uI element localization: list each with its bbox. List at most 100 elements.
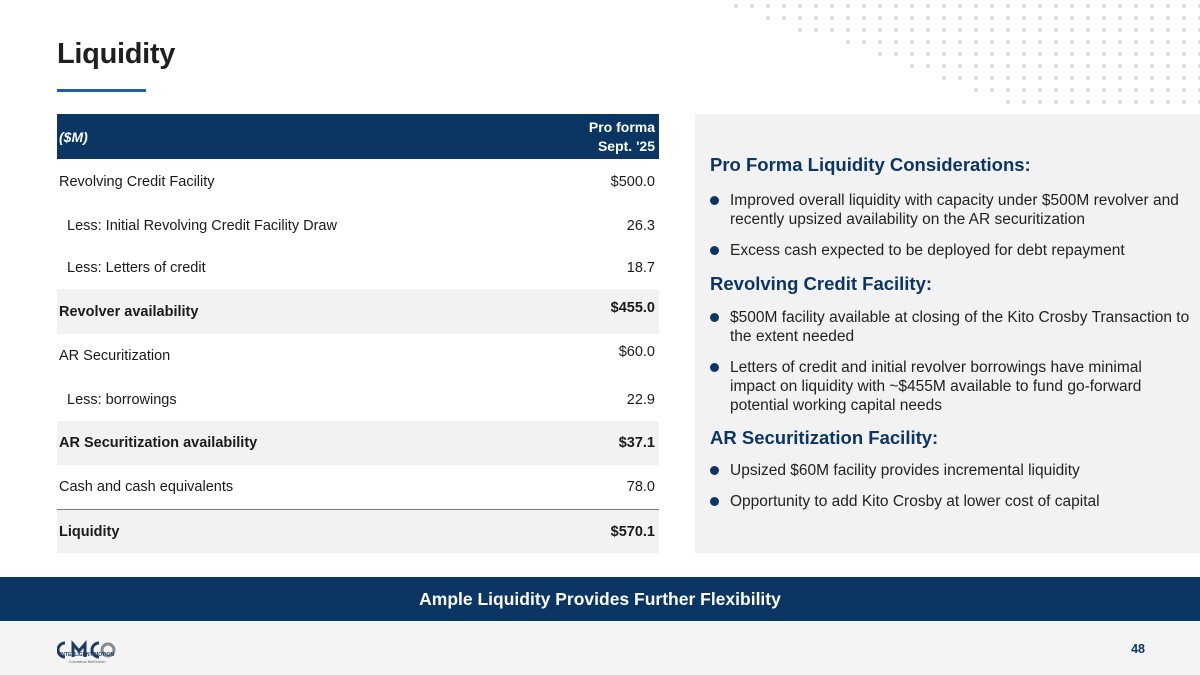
row-label: Revolver availability xyxy=(59,303,199,320)
decorative-dot xyxy=(878,40,882,44)
row-value: $570.1 xyxy=(610,523,655,540)
logo-subtext: Columbus McKinnon xyxy=(68,659,106,664)
decorative-dot xyxy=(926,16,930,20)
decorative-dot xyxy=(1102,52,1106,56)
decorative-dot-pattern xyxy=(730,0,1200,110)
decorative-dot xyxy=(1102,64,1106,68)
decorative-dot xyxy=(958,76,962,80)
decorative-dot xyxy=(974,4,978,8)
decorative-dot xyxy=(990,16,994,20)
decorative-dot xyxy=(1022,16,1026,20)
table-row-ar-securitization-availability: AR Securitization availability $37.1 xyxy=(57,421,659,465)
decorative-dot xyxy=(1150,40,1154,44)
table-row-ar-securitization: AR Securitization $60.0 xyxy=(57,334,659,378)
decorative-dot xyxy=(1006,28,1010,32)
decorative-dot xyxy=(1022,76,1026,80)
row-value: 78.0 xyxy=(626,479,655,495)
decorative-dot xyxy=(1118,64,1122,68)
decorative-dot xyxy=(1086,16,1090,20)
decorative-dot xyxy=(1166,52,1170,56)
row-value: 18.7 xyxy=(626,260,655,276)
bullet-icon xyxy=(710,497,719,506)
decorative-dot xyxy=(1150,64,1154,68)
row-label: Less: Initial Revolving Credit Facility … xyxy=(67,217,337,234)
row-label: AR Securitization availability xyxy=(59,435,258,451)
decorative-dot xyxy=(1182,100,1186,104)
section-heading-ar-securitization: AR Securitization Facility: xyxy=(710,427,939,448)
decorative-dot xyxy=(1070,40,1074,44)
decorative-dot xyxy=(1198,40,1200,44)
decorative-dot xyxy=(910,64,914,68)
decorative-dot xyxy=(1166,4,1170,8)
bullet-icon xyxy=(710,363,719,372)
decorative-dot xyxy=(846,16,850,20)
decorative-dot xyxy=(1086,100,1090,104)
decorative-dot xyxy=(1182,16,1186,20)
decorative-dot xyxy=(990,64,994,68)
decorative-dot xyxy=(1102,40,1106,44)
decorative-dot xyxy=(926,4,930,8)
decorative-dot xyxy=(1006,100,1010,104)
bullet-text: Excess cash expected to be deployed for … xyxy=(730,242,1125,259)
bullet-item: Excess cash expected to be deployed for … xyxy=(710,241,1190,260)
decorative-dot xyxy=(830,4,834,8)
decorative-dot xyxy=(1118,40,1122,44)
decorative-dot xyxy=(1166,40,1170,44)
decorative-dot xyxy=(878,4,882,8)
bullet-text: Improved overall liquidity with capacity… xyxy=(730,192,1179,228)
decorative-dot xyxy=(1022,4,1026,8)
decorative-dot xyxy=(894,52,898,56)
decorative-dot xyxy=(1070,28,1074,32)
row-value: $37.1 xyxy=(618,435,655,451)
decorative-dot xyxy=(1022,28,1026,32)
decorative-dot xyxy=(958,40,962,44)
decorative-dot xyxy=(1038,64,1042,68)
decorative-dot xyxy=(1166,100,1170,104)
decorative-dot xyxy=(1006,16,1010,20)
units-header: ($M) xyxy=(59,128,88,145)
decorative-dot xyxy=(1038,52,1042,56)
decorative-dot xyxy=(974,76,978,80)
bullet-item: Letters of credit and initial revolver b… xyxy=(710,358,1190,415)
section-heading-pro-forma: Pro Forma Liquidity Considerations: xyxy=(710,154,1031,175)
bullet-item: $500M facility available at closing of t… xyxy=(710,308,1190,346)
decorative-dot xyxy=(1150,100,1154,104)
page-title: Liquidity xyxy=(57,38,176,70)
decorative-dot xyxy=(1038,4,1042,8)
decorative-dot xyxy=(846,4,850,8)
decorative-dot xyxy=(910,4,914,8)
bullet-icon xyxy=(710,246,719,255)
bullet-icon xyxy=(710,466,719,475)
decorative-dot xyxy=(990,76,994,80)
decorative-dot xyxy=(1022,64,1026,68)
decorative-dot xyxy=(1198,52,1200,56)
decorative-dot xyxy=(878,16,882,20)
table-row-revolving-credit-facility: Revolving Credit Facility $500.0 xyxy=(57,159,659,204)
decorative-dot xyxy=(1086,76,1090,80)
decorative-dot xyxy=(1150,16,1154,20)
decorative-dot xyxy=(942,28,946,32)
logo-tagline: INTELLIGENT MOTION xyxy=(59,652,115,658)
decorative-dot xyxy=(798,16,802,20)
decorative-dot xyxy=(1118,16,1122,20)
decorative-dot xyxy=(862,16,866,20)
row-label: Liquidity xyxy=(59,523,120,540)
decorative-dot xyxy=(1150,88,1154,92)
decorative-dot xyxy=(862,4,866,8)
table-header: ($M) Pro forma Sept. '25 xyxy=(57,114,659,159)
row-label: Less: borrowings xyxy=(67,391,177,408)
decorative-dot xyxy=(1182,76,1186,80)
decorative-dot xyxy=(1054,28,1058,32)
decorative-dot xyxy=(1182,28,1186,32)
decorative-dot xyxy=(990,52,994,56)
column-header-line2: Sept. '25 xyxy=(597,137,655,154)
decorative-dot xyxy=(1134,88,1138,92)
decorative-dot xyxy=(942,40,946,44)
decorative-dot xyxy=(990,4,994,8)
decorative-dot xyxy=(1134,16,1138,20)
bullet-item: Improved overall liquidity with capacity… xyxy=(710,191,1190,229)
decorative-dot xyxy=(1054,16,1058,20)
decorative-dot xyxy=(1134,52,1138,56)
decorative-dot xyxy=(846,28,850,32)
decorative-dot xyxy=(1070,88,1074,92)
